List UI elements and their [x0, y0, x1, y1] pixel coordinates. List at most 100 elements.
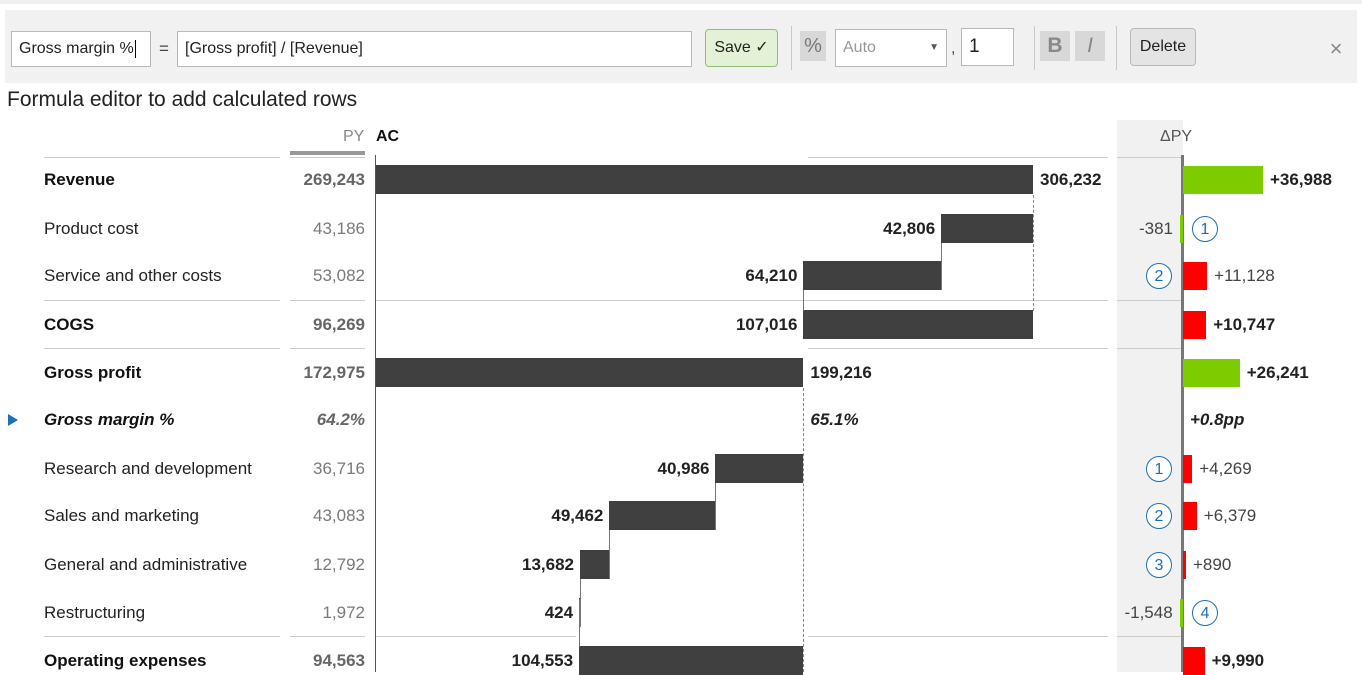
delta-bar — [1179, 599, 1183, 627]
waterfall-connector — [803, 388, 805, 672]
delta-bar — [1183, 551, 1186, 579]
waterfall-step — [803, 290, 805, 311]
ac-value: 42,806 — [883, 219, 936, 238]
delta-bar — [1183, 455, 1193, 483]
close-icon[interactable]: × — [1329, 36, 1343, 61]
ac-value: 199,216 — [810, 363, 872, 382]
delta-value: +10,747 — [1213, 315, 1276, 334]
delta-bar — [1183, 647, 1205, 675]
row-separator — [44, 300, 280, 301]
py-value: 36,716 — [313, 459, 365, 478]
italic-toggle[interactable]: I — [1075, 31, 1105, 61]
waterfall-step — [580, 579, 581, 627]
row-separator — [44, 157, 280, 158]
delta-value: +0.8pp — [1190, 410, 1245, 429]
ac-value: 13,682 — [522, 555, 575, 574]
decimals-input[interactable]: 1 — [961, 28, 1014, 66]
separator — [1116, 26, 1117, 70]
waterfall-step — [715, 483, 717, 530]
percent-toggle[interactable]: % — [800, 31, 826, 61]
py-value: 12,792 — [313, 555, 365, 574]
column-header-delta-py: ΔPY — [1160, 128, 1193, 145]
delete-button[interactable]: Delete — [1130, 28, 1196, 66]
delta-value: +36,988 — [1270, 170, 1332, 189]
chevron-down-icon: ▼ — [929, 42, 939, 53]
row-label[interactable]: COGS — [44, 315, 95, 334]
ac-bar — [579, 646, 804, 675]
ac-value: 40,986 — [657, 459, 710, 478]
row-label[interactable]: Operating expenses — [44, 651, 207, 670]
row-separator — [290, 157, 365, 158]
py-value: 94,563 — [313, 651, 365, 670]
row-label[interactable]: Gross profit — [44, 363, 142, 382]
row-label[interactable]: General and administrative — [44, 555, 248, 574]
ac-bar — [580, 550, 610, 579]
py-value: 53,082 — [313, 266, 365, 285]
ac-value: 64,210 — [745, 266, 798, 285]
py-value: 172,975 — [303, 363, 365, 382]
delta-bar — [1183, 262, 1208, 290]
callout-badge: 3 — [1146, 552, 1172, 578]
decimal-comma: , — [951, 40, 956, 57]
delta-value: +890 — [1193, 555, 1232, 574]
ac-bar — [941, 214, 1033, 243]
waterfall-step — [941, 243, 943, 290]
py-value: 43,186 — [313, 219, 365, 238]
delta-bar — [1183, 311, 1207, 339]
delta-value: +9,990 — [1211, 651, 1265, 670]
row-separator — [808, 636, 1108, 637]
row-separator — [808, 157, 1108, 158]
equals-sign: = — [159, 39, 169, 58]
callout-badge: 1 — [1146, 456, 1172, 482]
ac-bar — [803, 261, 942, 290]
callout-badge: 4 — [1192, 600, 1218, 626]
ac-value: 49,462 — [551, 506, 604, 525]
row-label[interactable]: Service and other costs — [44, 266, 222, 285]
ac-value: 65.1% — [810, 410, 859, 429]
text-cursor — [134, 39, 136, 58]
ac-bar — [609, 501, 716, 530]
row-separator — [44, 636, 280, 637]
callout-badge: 2 — [1146, 263, 1172, 289]
save-button[interactable]: Save ✓ — [705, 29, 778, 67]
delta-bar — [1183, 359, 1240, 387]
formula-input[interactable]: [Gross profit] / [Revenue] — [177, 31, 692, 67]
row-label[interactable]: Research and development — [44, 459, 252, 478]
row-label[interactable]: Restructuring — [44, 603, 146, 622]
waterfall-step — [579, 599, 581, 647]
separator — [1034, 26, 1035, 70]
bold-toggle[interactable]: B — [1040, 31, 1070, 61]
row-separator — [1117, 636, 1183, 637]
row-label[interactable]: Product cost — [44, 219, 139, 238]
delta-bar — [1180, 215, 1183, 243]
py-value: 1,972 — [322, 603, 365, 622]
row-label[interactable]: Gross margin % — [44, 410, 175, 429]
py-header-underline — [290, 151, 365, 155]
format-select-value: Auto — [843, 39, 876, 56]
row-separator — [44, 348, 280, 349]
delta-bar — [1183, 502, 1197, 530]
column-header-py: PY — [343, 128, 365, 145]
py-value: 96,269 — [313, 315, 365, 334]
row-label[interactable]: Sales and marketing — [44, 506, 199, 525]
format-select[interactable]: Auto ▼ — [835, 29, 947, 67]
row-name-input[interactable]: Gross margin % — [11, 31, 151, 67]
ac-value: 306,232 — [1040, 170, 1102, 189]
column-header-ac: AC — [376, 128, 400, 145]
ac-bar — [376, 165, 1033, 194]
delta-py-panel — [1117, 120, 1183, 672]
py-value: 269,243 — [303, 170, 365, 189]
row-separator — [290, 348, 365, 349]
delta-bar — [1183, 166, 1263, 194]
delta-value: -381 — [1138, 219, 1173, 238]
ac-value: 104,553 — [511, 651, 574, 670]
delta-value: +26,241 — [1246, 363, 1309, 382]
top-border — [0, 0, 1362, 4]
row-separator — [376, 300, 1032, 301]
row-name-value: Gross margin % — [19, 40, 134, 57]
page-title: Formula editor to add calculated rows — [7, 88, 358, 111]
row-separator — [376, 636, 576, 637]
separator — [791, 26, 792, 70]
row-label[interactable]: Revenue — [44, 170, 115, 189]
delta-value: +6,379 — [1203, 506, 1257, 525]
